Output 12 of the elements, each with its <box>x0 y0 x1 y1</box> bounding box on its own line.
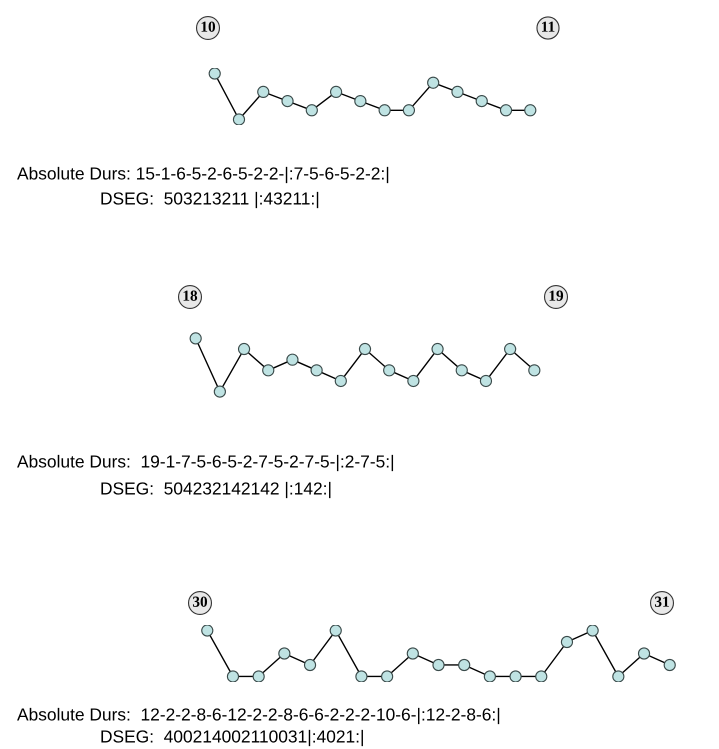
text: DSEG: 504232142142 |:142:| <box>101 482 330 498</box>
text: 19 <box>550 290 564 301</box>
text: 11 <box>542 22 554 32</box>
text: 31 <box>654 596 669 607</box>
text: 30 <box>192 596 208 607</box>
text: Absolute Durs: 15-1-6-5-2-6-5-2-2-|:7-5-6-5-2-2:| <box>17 166 388 184</box>
text: Absolute Durs: 12-2-2-8-6-12-2-2-8-6-6-2-2-2-10-6-|:12-2-8-6:| <box>17 708 500 724</box>
text: 18 <box>184 290 198 301</box>
text: DSEG: 503213211 |:43211:| <box>101 192 318 208</box>
text: 10 <box>202 22 216 32</box>
text: DSEG: 400214002110031|:4021:| <box>101 730 363 746</box>
text: Absolute Durs: 19-1-7-5-6-5-2-7-5-2-7-5-|:2-7-5:| <box>17 454 394 472</box>
